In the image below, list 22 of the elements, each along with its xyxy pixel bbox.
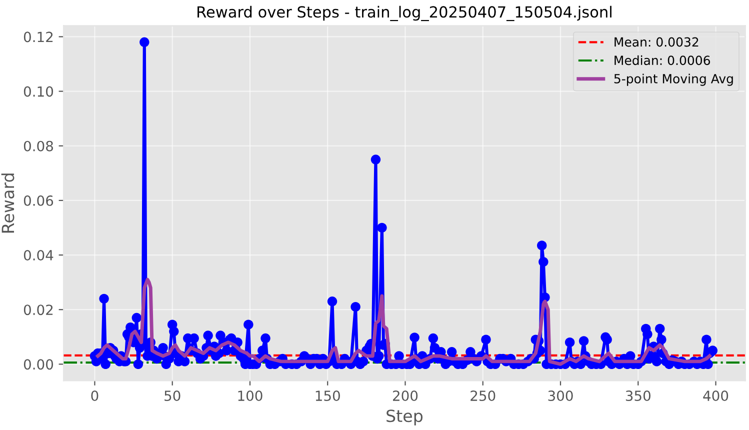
y-tick-label: 0.08 (24, 140, 53, 152)
y-tick-label: 0.12 (24, 32, 53, 42)
x-tick-label: 300 (548, 390, 573, 402)
x-tick-label: 150 (316, 390, 340, 402)
y-tick-label: 0.06 (24, 195, 54, 206)
legend-label: Median: 0.0006 (614, 55, 710, 66)
legend-label: 5-point Moving Avg (614, 74, 733, 86)
x-tick-label: 50 (164, 390, 180, 402)
legend-label: Mean: 0.0032 (614, 37, 698, 47)
y-tick-label: 0.00 (24, 359, 54, 370)
x-tick-label: 350 (626, 390, 650, 402)
y-tick-label: 0.04 (24, 250, 54, 260)
y-axis-title: Reward (1, 174, 14, 233)
y-tick-label: 0.10 (24, 86, 54, 97)
y-tick-label: 0.02 (24, 304, 53, 316)
x-tick-label: 200 (393, 390, 418, 402)
chart-title: Reward over Steps - train_log_20250407_150504.jsonl (198, 6, 612, 22)
x-axis-title: Step (386, 410, 423, 426)
x-tick-label: 250 (470, 390, 496, 402)
x-tick-label: 100 (238, 390, 262, 402)
x-tick-label: 0 (91, 390, 98, 402)
x-tick-label: 400 (703, 390, 728, 402)
